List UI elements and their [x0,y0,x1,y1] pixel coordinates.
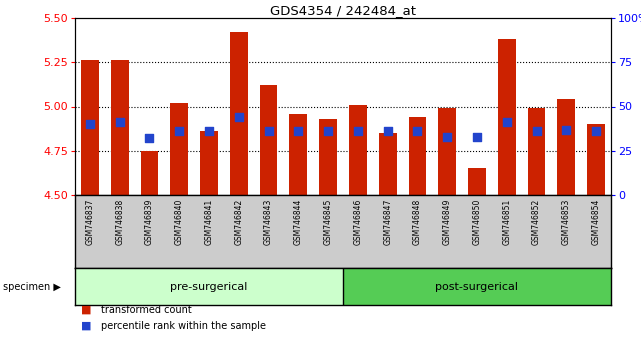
Point [85,121,95,127]
Point [502,120,512,125]
Point [234,114,244,120]
Text: GSM746840: GSM746840 [175,199,184,245]
Bar [260,85,278,195]
Text: pre-surgerical: pre-surgerical [171,281,247,291]
Text: GSM746848: GSM746848 [413,199,422,245]
Bar [468,169,486,195]
Bar [587,124,605,195]
Text: ■: ■ [81,305,92,315]
Point [591,129,601,134]
Text: GSM746850: GSM746850 [472,199,481,245]
Bar [171,103,188,195]
Bar [81,61,99,195]
Text: GSM746843: GSM746843 [264,199,273,245]
Point [531,129,542,134]
Point [204,129,214,134]
Text: post-surgerical: post-surgerical [435,281,519,291]
Bar [319,119,337,195]
Bar [498,39,516,195]
Bar [379,133,397,195]
Text: GSM746837: GSM746837 [85,199,94,245]
Bar [349,105,367,195]
Bar [438,108,456,195]
Text: GSM746838: GSM746838 [115,199,124,245]
Point [353,129,363,134]
Text: specimen ▶: specimen ▶ [3,281,61,291]
Point [412,129,422,134]
Text: GSM746852: GSM746852 [532,199,541,245]
Bar [558,99,575,195]
Text: GSM746842: GSM746842 [234,199,244,245]
Text: GSM746849: GSM746849 [443,199,452,245]
Point [263,129,274,134]
Text: ■: ■ [81,321,92,331]
Text: percentile rank within the sample: percentile rank within the sample [101,321,265,331]
Point [562,127,572,132]
Text: GSM746854: GSM746854 [592,199,601,245]
Point [174,129,185,134]
Point [323,129,333,134]
Text: GSM746839: GSM746839 [145,199,154,245]
Point [383,129,393,134]
Bar [200,131,218,195]
Text: GSM746851: GSM746851 [503,199,512,245]
Text: GSM746846: GSM746846 [353,199,362,245]
Point [293,129,303,134]
Text: GSM746845: GSM746845 [324,199,333,245]
Bar [75,268,343,305]
Bar [111,61,129,195]
Bar [230,32,247,195]
Point [115,120,125,125]
Bar [289,114,307,195]
Bar [408,117,426,195]
Bar [343,268,611,305]
Text: GSM746853: GSM746853 [562,199,571,245]
Point [472,134,482,139]
Text: GSM746841: GSM746841 [204,199,213,245]
Point [144,136,154,141]
Title: GDS4354 / 242484_at: GDS4354 / 242484_at [270,4,416,17]
Bar [528,108,545,195]
Text: GSM746844: GSM746844 [294,199,303,245]
Point [442,134,453,139]
Bar [140,151,158,195]
Text: transformed count: transformed count [101,305,192,315]
Text: GSM746847: GSM746847 [383,199,392,245]
